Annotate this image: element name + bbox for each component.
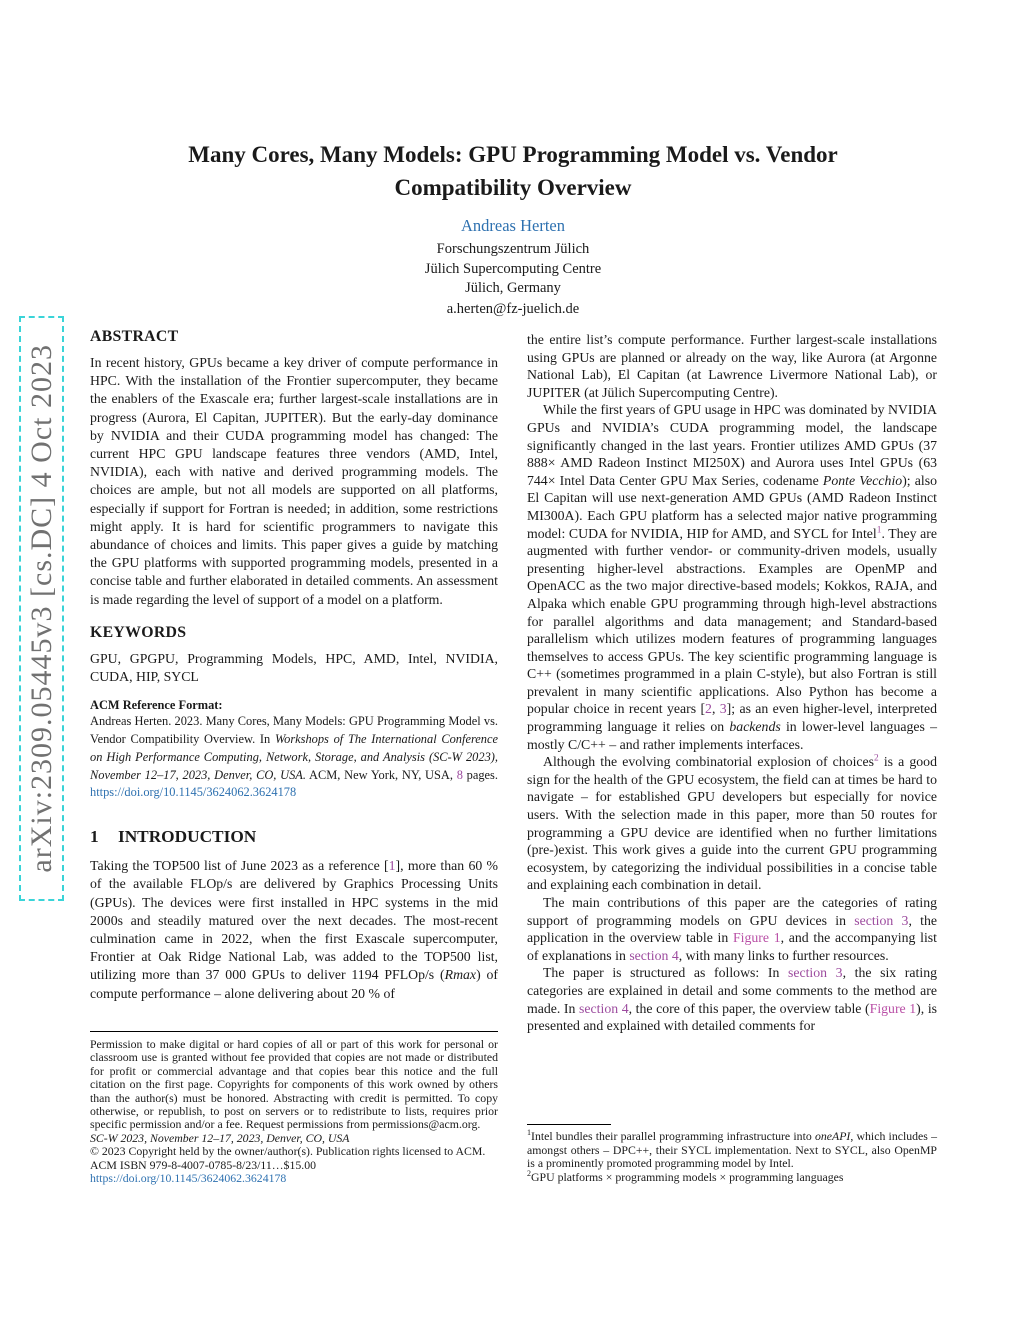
section-1-heading: 1 INTRODUCTION bbox=[90, 827, 498, 847]
citation-ref[interactable]: 2 bbox=[705, 701, 712, 717]
keywords-heading: KEYWORDS bbox=[90, 623, 187, 641]
text-segment: GPU platforms × programming models × pro… bbox=[531, 1169, 844, 1184]
affiliation-line: Jülich, Germany bbox=[465, 280, 561, 296]
text-segment: , with many links to further resources. bbox=[678, 947, 889, 963]
text-segment: , which includes – amongst others – DPC+… bbox=[527, 1129, 937, 1170]
section-1-title: INTRODUCTION bbox=[117, 827, 257, 847]
body-paragraph: Although the evolving combinatorial expl… bbox=[527, 753, 937, 894]
text-segment: Rmax bbox=[444, 967, 477, 983]
text-segment: ); also El Capitan will use next-generat… bbox=[527, 472, 938, 541]
right-column: the entire list’s compute performance. F… bbox=[527, 331, 937, 1035]
text-segment: While the first years of GPU usage in HP… bbox=[527, 402, 937, 488]
text-segment: in lower-level languages – mostly C/C++ … bbox=[527, 719, 937, 752]
page-count-ref[interactable]: 8 bbox=[456, 767, 463, 782]
paper-title-line2: Compatibility Overview bbox=[394, 175, 632, 200]
doi-link[interactable]: https://doi.org/10.1145/3624062.3624178 bbox=[90, 785, 297, 800]
text-segment: , and the accompanying list of explanati… bbox=[527, 930, 937, 963]
author-block: Andreas Herten Forschungszentrum Jülich … bbox=[90, 216, 936, 319]
footnote-ref-2[interactable]: 2 bbox=[874, 753, 879, 764]
section-ref[interactable]: section 4 bbox=[579, 1000, 629, 1016]
left-column: ABSTRACT In recent history, GPUs became … bbox=[90, 328, 498, 1003]
figure-ref[interactable]: Figure 1 bbox=[869, 1000, 917, 1016]
abstract-paragraph: In recent history, GPUs became a key dri… bbox=[90, 355, 498, 607]
keywords-paragraph: GPU, GPGPU, Programming Models, HPC, AMD… bbox=[90, 650, 498, 685]
arxiv-watermark-box: arXiv:2309.05445v3 [cs.DC] 4 Oct 2023 bbox=[19, 316, 64, 901]
isbn-line: ACM ISBN 979-8-4007-0785-8/23/11…$15.00 bbox=[90, 1157, 316, 1172]
acm-reference-paragraph: Andreas Herten. 2023. Many Cores, Many M… bbox=[90, 713, 498, 802]
text-segment: The main contributions of this paper are… bbox=[527, 895, 937, 928]
text-segment: pages. bbox=[462, 767, 498, 782]
citation-ref[interactable]: 3 bbox=[719, 701, 727, 717]
footnote-ref-1[interactable]: 1 bbox=[876, 524, 882, 535]
body-paragraph: While the first years of GPU usage in HP… bbox=[527, 401, 937, 753]
conference-line: SC-W 2023, November 12–17, 2023, Denver,… bbox=[90, 1130, 350, 1145]
text-segment: ], more than 60 % of the available FLOp/… bbox=[90, 858, 498, 983]
text-segment: Intel bundles their parallel programming… bbox=[531, 1129, 815, 1143]
text-segment: ) of compute performance – alone deliver… bbox=[90, 967, 499, 1001]
footnote: 1Intel bundles their parallel programmin… bbox=[527, 1128, 937, 1171]
doi-link[interactable]: https://doi.org/10.1145/3624062.3624178 bbox=[90, 1171, 287, 1186]
footnote-marker: 1 bbox=[527, 1128, 532, 1138]
permission-text: Permission to make digital or hard copie… bbox=[90, 1037, 498, 1132]
text-segment: backends bbox=[729, 719, 781, 735]
text-segment: , bbox=[711, 701, 720, 717]
body-paragraph: The paper is structured as follows: In s… bbox=[527, 964, 937, 1034]
copyright-block: Permission to make digital or hard copie… bbox=[90, 1031, 498, 1185]
text-segment: , the core of this paper, the overview t… bbox=[628, 1000, 870, 1016]
body-paragraph: The main contributions of this paper are… bbox=[527, 894, 937, 964]
body-paragraph: the entire list’s compute performance. F… bbox=[527, 331, 937, 401]
text-segment: ACM, New York, NY, USA, bbox=[305, 767, 457, 782]
text-segment: Andreas Herten. 2023. Many Cores, Many M… bbox=[90, 714, 498, 747]
figure-ref[interactable]: Figure 1 bbox=[733, 930, 781, 946]
text-segment: , the six rating categories are explaine… bbox=[527, 965, 937, 1016]
abstract-heading: ABSTRACT bbox=[90, 328, 179, 345]
acm-reference-heading: ACM Reference Format: bbox=[90, 698, 223, 713]
arxiv-watermark-text: arXiv:2309.05445v3 [cs.DC] 4 Oct 2023 bbox=[24, 344, 58, 873]
author-email: a.herten@fz-juelich.de bbox=[446, 300, 580, 317]
text-segment: ), is presented and explained with detai… bbox=[527, 1000, 938, 1034]
text-segment: . They are augmented with further vendor… bbox=[527, 525, 937, 717]
footnote: 2GPU platforms × programming models × pr… bbox=[527, 1168, 937, 1185]
text-segment: Although the evolving combinatorial expl… bbox=[543, 754, 875, 770]
author-name-link[interactable]: Andreas Herten bbox=[461, 216, 565, 235]
text-segment: Workshops of The International Conferenc… bbox=[90, 732, 499, 782]
section-ref[interactable]: section 3 bbox=[854, 912, 909, 928]
section-ref[interactable]: section 3 bbox=[787, 965, 843, 981]
text-segment: Ponte Vecchio bbox=[822, 472, 903, 488]
section-1-number: 1 bbox=[90, 827, 99, 847]
copyright-line: © 2023 Copyright held by the owner/autho… bbox=[90, 1144, 486, 1159]
text-segment: Taking the TOP500 list of June 2023 as a… bbox=[90, 858, 389, 874]
text-segment: ]; as an even higher-level, interpreted … bbox=[527, 701, 937, 735]
text-segment: , the application in the overview table … bbox=[527, 912, 937, 946]
intro-paragraph: Taking the TOP500 list of June 2023 as a… bbox=[90, 857, 498, 1003]
paper-title: Many Cores, Many Models: GPU Programming… bbox=[90, 138, 936, 204]
text-segment: The paper is structured as follows: In bbox=[543, 965, 788, 981]
paper-title-line1: Many Cores, Many Models: GPU Programming… bbox=[188, 142, 838, 167]
affiliation-line: Forschungszentrum Jülich bbox=[436, 241, 590, 257]
footnote-marker: 2 bbox=[527, 1168, 532, 1178]
affiliation-line: Jülich Supercomputing Centre bbox=[424, 260, 602, 277]
footnote-block: 1Intel bundles their parallel programmin… bbox=[527, 1124, 937, 1184]
text-segment: is a good sign for the health of the GPU… bbox=[527, 754, 937, 893]
section-ref[interactable]: section 4 bbox=[629, 947, 679, 963]
citation-ref[interactable]: 1 bbox=[388, 858, 396, 874]
footnote-rule bbox=[527, 1124, 611, 1125]
text-segment: oneAPI bbox=[814, 1129, 851, 1143]
text-segment: the entire list’s compute performance. F… bbox=[527, 332, 937, 400]
